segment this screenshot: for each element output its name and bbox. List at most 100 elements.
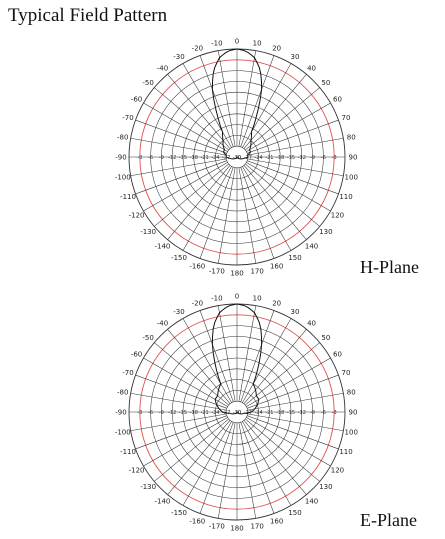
chart0-grid-spoke — [247, 158, 344, 177]
chart1-grid-spoke — [246, 357, 331, 407]
chart0-grid-spoke — [154, 87, 229, 151]
chart1-radial-label: -21 — [201, 410, 209, 416]
chart1-grid-spoke — [135, 415, 227, 450]
chart0-angle-label: 150 — [288, 254, 301, 262]
chart0-angle-label: 160 — [270, 263, 283, 271]
chart1-angle-label: -100 — [115, 429, 131, 437]
chart1-radial-label: -6 — [148, 410, 153, 416]
chart1-grid-spoke — [130, 392, 227, 411]
chart1-radial-label: -30 — [233, 410, 241, 416]
chart1-angle-label: 0 — [235, 293, 239, 301]
chart0-grid-spoke — [242, 166, 292, 251]
chart1-angle-label: -20 — [192, 300, 203, 308]
chart0-grid-spoke — [143, 162, 228, 212]
chart0-angle-label: -160 — [189, 263, 205, 271]
chart0-radial-label: -21 — [201, 155, 209, 161]
chart1-radial-label: -3 — [332, 410, 337, 416]
chart0-grid-spoke — [240, 55, 275, 147]
chart1-grid-spoke — [240, 422, 275, 514]
chart1-angle-label: 10 — [253, 294, 262, 302]
chart0-angle-label: -30 — [173, 53, 184, 61]
chart1-angle-label: 100 — [345, 429, 358, 437]
chart1-grid-spoke — [143, 357, 228, 407]
chart1-angle-label: 20 — [272, 300, 281, 308]
chart1-angle-label: 70 — [342, 369, 351, 377]
chart0-angle-label: -120 — [129, 212, 145, 220]
chart1-angle-label: -170 — [209, 523, 225, 531]
chart0-grid-spoke — [199, 167, 234, 259]
chart1-grid-spoke — [243, 420, 307, 495]
chart0-grid-spoke — [247, 137, 344, 156]
chart1-angle-label: 90 — [349, 409, 358, 417]
chart0-grid-spoke — [246, 162, 331, 212]
chart1-angle-label: 150 — [288, 509, 301, 517]
chart1-grid-spoke — [154, 418, 229, 482]
chart0-radial-label: -12 — [298, 155, 306, 161]
chart1-pattern-line — [211, 303, 263, 415]
chart0-angle-label: -60 — [131, 96, 142, 104]
chart0-radial-label: -30 — [233, 155, 241, 161]
chart0-grid-spoke — [182, 63, 232, 148]
chart0-angle-label: 20 — [272, 45, 281, 53]
chart1-grid-spoke — [217, 305, 236, 402]
chart0-angle-label: 10 — [253, 39, 262, 47]
chart1-angle-label: 60 — [333, 351, 342, 359]
chart0-grid-spoke — [135, 119, 227, 154]
chart1-grid-spoke — [135, 374, 227, 409]
chart0-grid-spoke — [154, 163, 229, 227]
chart0-angle-label: -20 — [192, 45, 203, 53]
chart1-grid-spoke — [240, 310, 275, 402]
chart0-grid-spoke — [243, 165, 307, 240]
chart0-radial-label: -12 — [168, 155, 176, 161]
chart1-angle-label: -80 — [117, 388, 128, 396]
chart1-angle-label: -130 — [140, 483, 156, 491]
chart0-radial-label: -27 — [244, 155, 252, 161]
chart1-angle-label: -70 — [122, 369, 133, 377]
chart1-angle-label: -140 — [154, 497, 170, 505]
chart1-angle-label: -50 — [142, 334, 153, 342]
chart1-radial-label: -15 — [287, 410, 295, 416]
chart0-angle-label: 90 — [349, 154, 358, 162]
chart1-angle-label: -160 — [189, 518, 205, 526]
chart1-angle-label: 80 — [347, 388, 356, 396]
chart0-radial-label: -30 — [233, 155, 241, 161]
chart0-angle-label: -80 — [117, 133, 128, 141]
chart0-radial-label: -18 — [276, 155, 284, 161]
chart0-angle-label: -140 — [154, 242, 170, 250]
chart0-grid-spoke — [217, 50, 236, 147]
chart0-radial-label: -15 — [287, 155, 295, 161]
chart1-angle-label: 40 — [307, 320, 316, 328]
chart1-angle-label: 110 — [339, 448, 352, 456]
chart1-radial-label: -30 — [233, 410, 241, 416]
chart1-grid-spoke — [167, 329, 231, 404]
chart0-angle-label: -40 — [157, 65, 168, 73]
chart1-angle-label: -40 — [157, 320, 168, 328]
chart0-angle-label: -90 — [115, 154, 126, 162]
chart0-pattern-line — [211, 48, 263, 160]
chart1-angle-label: 140 — [305, 497, 318, 505]
chart1-radial-label: -18 — [190, 410, 198, 416]
chart0-grid-spoke — [167, 74, 231, 149]
chart1-grid-spoke — [247, 415, 339, 450]
chart0-angle-label: 40 — [307, 65, 316, 73]
chart0-angle-label: 60 — [333, 96, 342, 104]
chart0-angle-label: 180 — [230, 270, 243, 278]
chart0-angle-label: 80 — [347, 133, 356, 141]
chart1-grid-spoke — [238, 305, 257, 402]
chart0-radial-label: -15 — [179, 155, 187, 161]
chart1-angle-label: -110 — [120, 448, 136, 456]
chart1-grid-spoke — [247, 413, 344, 432]
chart0-grid-spoke — [182, 166, 232, 251]
chart1-grid-spoke — [182, 421, 232, 506]
chart1-radial-label: -12 — [168, 410, 176, 416]
chart1-radial-label: -3 — [137, 410, 142, 416]
chart1-radial-label: -21 — [265, 410, 273, 416]
chart1-angle-label: -120 — [129, 467, 145, 475]
chart1-grid-spoke — [154, 342, 229, 406]
chart0-angle-label: 120 — [331, 212, 344, 220]
chart1-angle-label: 170 — [250, 523, 263, 531]
chart0-grid-spoke — [238, 50, 257, 147]
chart1-angle-label: 30 — [291, 308, 300, 316]
